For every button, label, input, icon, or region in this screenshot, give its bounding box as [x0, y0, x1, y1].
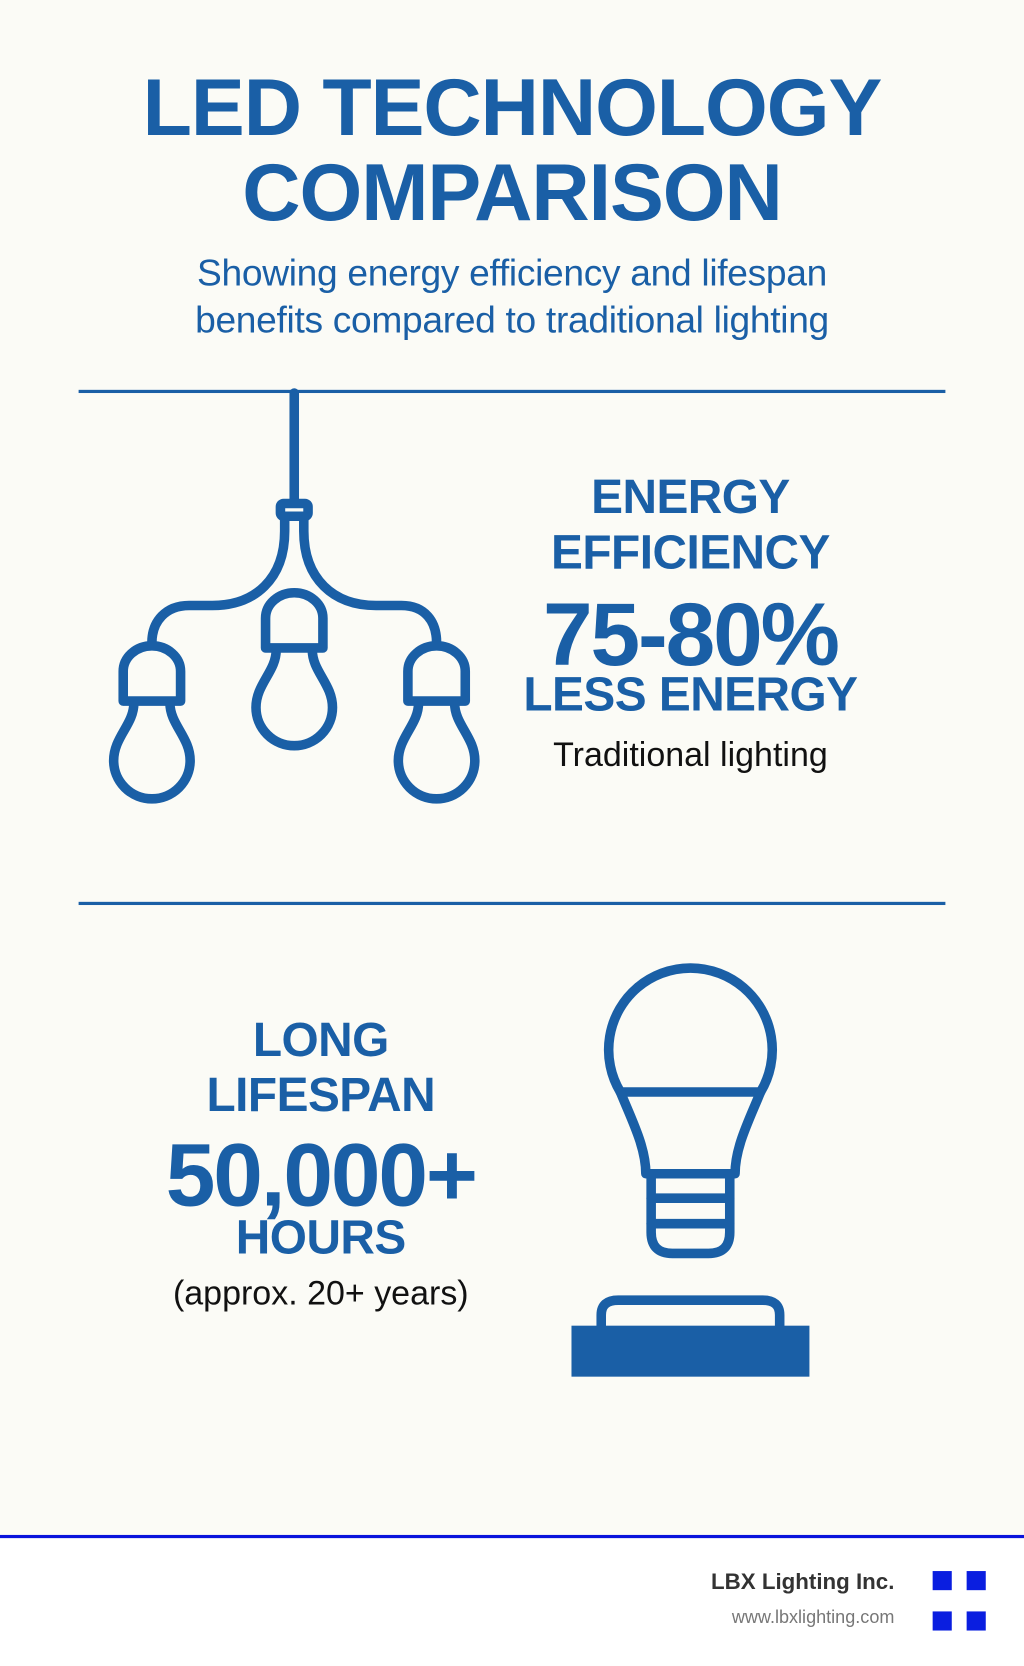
- four-squares-logo: [931, 1571, 988, 1631]
- energy-note: Traditional lighting: [553, 735, 828, 774]
- company-name: LBX Lighting Inc.: [711, 1569, 895, 1595]
- logo-square: [932, 1611, 952, 1631]
- divider-top: [78, 389, 946, 394]
- footer: [0, 1538, 1024, 1666]
- logo-square: [966, 1611, 986, 1631]
- divider-middle: [78, 901, 946, 906]
- energy-section: ENERGY EFFICIENCY 75-80% LESS ENERGY Tra…: [499, 470, 881, 776]
- lifespan-unit: HOURS: [235, 1209, 407, 1265]
- lifespan-heading-line-2: LIFESPAN: [206, 1067, 436, 1122]
- website-link[interactable]: www.lbxlighting.com: [731, 1607, 895, 1628]
- footer-divider: [0, 1534, 1024, 1539]
- energy-heading-line-1: ENERGY: [591, 469, 790, 524]
- logo-square: [932, 1571, 952, 1591]
- led-bulb-stand: [571, 1325, 810, 1377]
- lifespan-value: 50,000+: [165, 1124, 478, 1225]
- led-bulb-icon: [596, 963, 785, 1333]
- subtitle-line-1: Showing energy efficiency and lifespan: [196, 252, 827, 295]
- lifespan-note: (approx. 20+ years): [172, 1273, 469, 1312]
- energy-unit: LESS ENERGY: [523, 667, 858, 722]
- energy-heading-line-2: EFFICIENCY: [551, 524, 830, 579]
- subtitle-line-2: benefits compared to traditional lightin…: [195, 299, 829, 341]
- title-line-2: COMPARISON: [242, 147, 783, 238]
- lifespan-section: LONG LIFESPAN 50,000+ HOURS (approx. 20+…: [117, 1012, 525, 1314]
- energy-value: 75-80%: [543, 584, 840, 685]
- title-line-1: LED TECHNOLOGY: [142, 62, 883, 153]
- chandelier-bulbs-icon: [108, 388, 480, 804]
- lifespan-heading-line-1: LONG: [252, 1012, 389, 1067]
- logo-square: [966, 1571, 986, 1591]
